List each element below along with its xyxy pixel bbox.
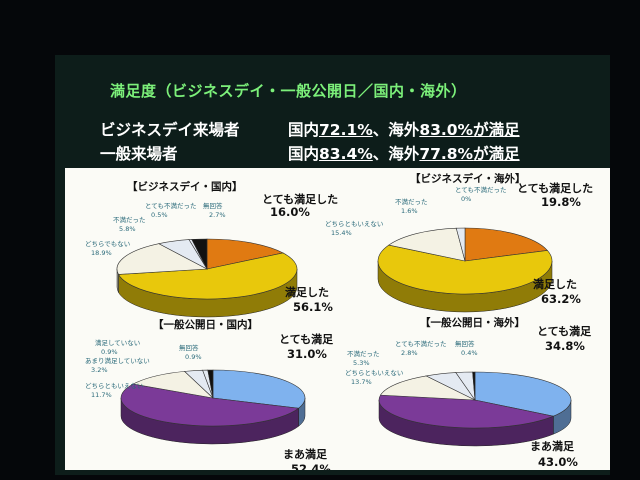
- pie-slice: [378, 394, 555, 429]
- slice-name-label: 不満だった: [395, 198, 428, 206]
- chart-title: 【ビジネスデイ・海外】: [410, 172, 526, 185]
- slice-name-label: とても不満だった: [395, 340, 446, 348]
- pie-slice: [120, 383, 300, 427]
- slice-value-label: 2.8%: [401, 349, 418, 357]
- summary-label: ビジネスデイ来場者: [100, 121, 240, 139]
- summary-text: 国内: [288, 121, 320, 139]
- slide-title: 満足度（ビジネスデイ・一般公開日／国内・海外）: [110, 82, 467, 100]
- chart-panel: 【ビジネスデイ・国内】 とても満足した 16.0% 満足した 56.1% どちらでもない 1…: [65, 168, 610, 470]
- summary-value: 77.8%: [419, 145, 474, 163]
- slice-name-label: とても満足した: [517, 181, 593, 195]
- chart-title: 【一般公開日・海外】: [420, 316, 525, 329]
- chart-title: 【一般公開日・国内】: [153, 318, 258, 331]
- pie-slice: [117, 252, 298, 300]
- slice-value-label: 0.9%: [101, 348, 118, 356]
- summary-line-general: 一般来場者 国内83.4%、海外77.8%が満足: [100, 142, 520, 164]
- pie-slice: [379, 375, 476, 401]
- slice-value-label: 56.1%: [293, 300, 333, 314]
- slice-value-label: 52.4%: [291, 462, 331, 470]
- slice-value-label: 0.4%: [461, 349, 478, 357]
- summary-value: 83.0%: [419, 121, 474, 139]
- pie-slice: [474, 371, 572, 417]
- summary-value: 83.4%: [319, 145, 373, 163]
- slice-value-label: 2.7%: [209, 211, 226, 219]
- slice-value-label: 63.2%: [541, 292, 581, 306]
- slice-name-label: とても満足した: [262, 192, 338, 206]
- summary-text: が満足: [473, 145, 520, 163]
- slice-value-label: 0%: [461, 195, 471, 203]
- slice-name-label: どちらでもない: [85, 240, 130, 248]
- summary-value: 72.1%: [319, 121, 373, 139]
- slice-name-label: どちらともいえない: [345, 369, 403, 377]
- slice-value-label: 15.4%: [331, 229, 352, 237]
- pie-slice: [207, 369, 214, 399]
- slice-value-label: 34.8%: [545, 339, 585, 353]
- slice-value-label: 0.9%: [185, 353, 202, 361]
- pie-slice: [212, 369, 306, 409]
- pie-slice: [472, 371, 476, 401]
- slice-name-label: どちらともいえない: [325, 220, 383, 228]
- slice-name-label: まあ満足: [283, 447, 328, 461]
- slice-value-label: 13.7%: [351, 378, 372, 386]
- slice-value-label: 19.8%: [541, 195, 581, 209]
- chart-title: 【ビジネスデイ・国内】: [127, 180, 243, 193]
- slice-name-label: とても満足: [279, 332, 334, 346]
- pie-slice: [132, 371, 214, 399]
- slice-value-label: 0.5%: [151, 211, 168, 219]
- slice-value-label: 16.0%: [270, 205, 310, 219]
- summary-text: 、海外: [372, 145, 420, 163]
- slice-name-label: 無回答: [179, 343, 199, 352]
- slice-name-label: とても不満だった: [455, 186, 506, 194]
- pie-slice: [388, 227, 466, 262]
- summary-text: 、海外: [372, 121, 420, 139]
- slice-name-label: 満足した: [533, 277, 577, 291]
- slice-name-label: どちらともいえない: [85, 382, 143, 390]
- slice-name-label: 無回答: [455, 339, 475, 348]
- pie-slice: [455, 227, 466, 262]
- summary-label: 一般来場者: [100, 145, 178, 163]
- pie-slice: [206, 238, 284, 270]
- slice-name-label: 満足した: [285, 285, 329, 299]
- slice-name-label: あまり満足していない: [85, 357, 150, 365]
- pie-slice: [464, 227, 549, 262]
- slice-name-label: 満足していない: [95, 339, 140, 347]
- slice-name-label: 不満だった: [113, 216, 146, 224]
- slice-value-label: 31.0%: [287, 347, 327, 361]
- slice-value-label: 5.8%: [119, 225, 136, 233]
- slice-name-label: 無回答: [203, 201, 223, 210]
- slice-value-label: 18.9%: [91, 249, 112, 257]
- pie-slice: [191, 238, 208, 270]
- slice-value-label: 43.0%: [538, 455, 578, 469]
- slice-value-label: 1.6%: [401, 207, 418, 215]
- slice-name-label: とても満足: [537, 324, 592, 338]
- pie-charts: 【ビジネスデイ・国内】とても満足した16.0%満足した56.1%どちらでもない1…: [85, 172, 593, 470]
- slice-name-label: とても不満だった: [145, 202, 196, 210]
- slice-name-label: 不満だった: [347, 350, 380, 358]
- slice-value-label: 5.3%: [353, 359, 370, 367]
- slice-value-label: 3.2%: [91, 366, 108, 374]
- slice-name-label: まあ満足: [530, 439, 575, 453]
- slice-value-label: 11.7%: [91, 391, 112, 399]
- pie-slice: [377, 244, 553, 295]
- pie-slice: [116, 243, 209, 275]
- summary-text: 国内: [288, 145, 320, 163]
- summary-line-business: ビジネスデイ来場者 国内72.1%、海外83.0%が満足: [100, 118, 520, 140]
- summary-text: が満足: [473, 121, 520, 139]
